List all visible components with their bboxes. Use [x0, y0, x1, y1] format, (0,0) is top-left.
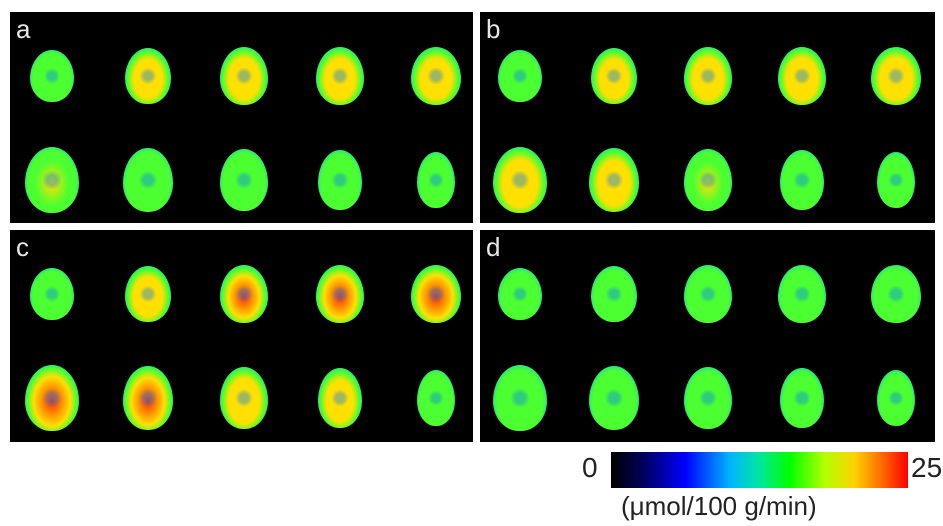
brain-slice	[316, 265, 364, 323]
brain-slice	[684, 47, 732, 105]
brain-slice	[411, 265, 461, 323]
brain-slice	[220, 265, 268, 323]
brain-slice	[498, 50, 542, 102]
panel-c: c	[10, 230, 473, 442]
brain-slice	[316, 47, 364, 105]
brain-slice	[684, 367, 732, 429]
brain-slice	[778, 47, 826, 105]
brain-slice	[684, 265, 732, 323]
panel-label-b: b	[486, 14, 501, 44]
brain-slice	[589, 148, 639, 212]
colorbar-unit-label: (μmol/100 g/min)	[621, 491, 817, 521]
brain-slice	[498, 268, 542, 320]
brain-slice	[871, 265, 921, 323]
brain-slice	[780, 368, 824, 428]
brain-slice	[318, 150, 362, 210]
brain-slice	[589, 366, 639, 430]
brain-slice	[780, 150, 824, 210]
brain-slice	[220, 367, 268, 429]
brain-slice	[877, 152, 915, 208]
brain-slice	[591, 266, 637, 322]
brain-slice	[417, 370, 455, 426]
brain-slice	[125, 266, 171, 322]
colorbar	[611, 452, 908, 488]
brain-slice	[778, 265, 826, 323]
brain-slice	[125, 48, 171, 104]
brain-slice	[30, 50, 74, 102]
panel-a: a	[10, 12, 473, 223]
brain-slice	[318, 368, 362, 428]
panel-label-d: d	[486, 232, 501, 262]
brain-slice	[493, 147, 547, 213]
brain-slice	[877, 370, 915, 426]
panel-b: b	[480, 12, 935, 223]
panel-d: d	[480, 230, 935, 442]
panel-label-a: a	[16, 14, 31, 44]
brain-slice	[123, 366, 173, 430]
brain-slice	[871, 47, 921, 105]
brain-slice	[493, 365, 547, 431]
brain-slice	[591, 48, 637, 104]
brain-slice	[684, 149, 732, 211]
brain-slice	[411, 47, 461, 105]
brain-slice	[30, 268, 74, 320]
panel-label-c: c	[16, 232, 29, 262]
brain-slice	[220, 47, 268, 105]
colorbar-min-label: 0	[582, 452, 598, 483]
brain-slice	[123, 148, 173, 212]
brain-slice	[417, 152, 455, 208]
brain-slice	[25, 147, 79, 213]
colorbar-max-label: 25	[911, 452, 943, 483]
brain-slice	[25, 365, 79, 431]
brain-slice	[220, 149, 268, 211]
